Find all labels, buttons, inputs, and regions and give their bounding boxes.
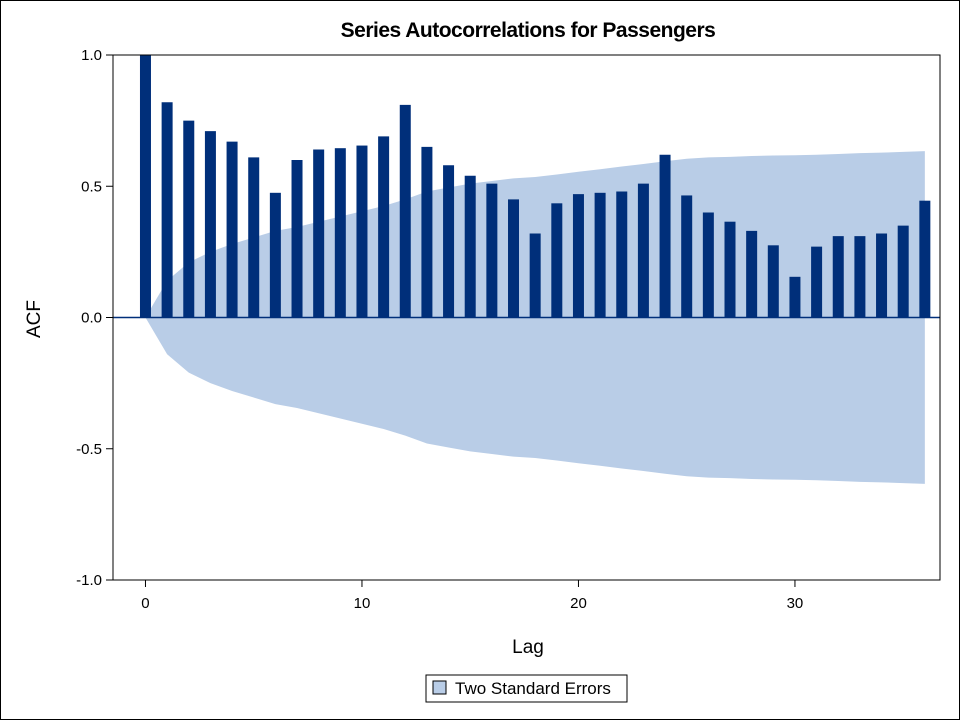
- x-tick-label: 30: [787, 595, 804, 612]
- acf-bar-lag-0: [139, 55, 151, 318]
- acf-bar-lag-14: [443, 165, 455, 318]
- acf-bar-lag-13: [421, 146, 433, 318]
- acf-bar-lag-2: [183, 120, 195, 318]
- bar-layer: [139, 55, 931, 318]
- acf-bar-lag-36: [919, 200, 931, 318]
- acf-bar-lag-6: [269, 192, 281, 318]
- y-tick-label: -0.5: [76, 441, 102, 458]
- acf-bar-lag-16: [486, 183, 498, 318]
- y-tick-label: 0.0: [81, 310, 102, 327]
- x-tick-label: 20: [570, 595, 587, 612]
- y-axis-label: ACF: [24, 300, 45, 338]
- acf-bar-lag-28: [746, 230, 758, 318]
- legend-swatch: [432, 680, 447, 695]
- legend: Two Standard Errors: [425, 674, 628, 703]
- acf-bar-lag-4: [226, 141, 238, 318]
- acf-bar-lag-35: [897, 225, 909, 318]
- acf-bar-lag-1: [161, 102, 173, 318]
- legend-box: [425, 674, 628, 703]
- acf-bar-lag-20: [572, 194, 584, 318]
- acf-bar-lag-9: [334, 148, 346, 318]
- acf-bar-lag-25: [681, 195, 693, 318]
- acf-bar-lag-10: [356, 145, 368, 318]
- chart-title: Series Autocorrelations for Passengers: [341, 19, 716, 42]
- acf-bar-lag-30: [789, 276, 801, 318]
- y-tick-label: -1.0: [76, 572, 102, 589]
- acf-bar-lag-11: [378, 136, 390, 318]
- acf-bar-lag-22: [616, 191, 628, 318]
- x-axis: 0 10 20 30: [141, 580, 803, 612]
- acf-bar-lag-21: [594, 192, 606, 318]
- acf-bar-lag-5: [248, 157, 260, 318]
- acf-bar-lag-12: [399, 104, 411, 318]
- acf-bar-lag-17: [508, 199, 520, 318]
- acf-bar-lag-15: [464, 175, 476, 318]
- acf-bar-lag-29: [767, 245, 779, 318]
- acf-bar-lag-7: [291, 160, 303, 318]
- x-axis-label: Lag: [512, 637, 544, 658]
- acf-bar-lag-24: [659, 154, 671, 318]
- acf-bar-lag-34: [876, 233, 888, 318]
- acf-bar-lag-31: [811, 246, 823, 318]
- x-tick-label: 0: [141, 595, 149, 612]
- y-tick-label: 1.0: [81, 47, 102, 64]
- acf-bar-lag-8: [313, 149, 325, 318]
- y-axis: -1.0 -0.5 0.0 0.5 1.0: [76, 47, 113, 589]
- acf-bar-lag-23: [637, 183, 649, 318]
- acf-bar-lag-18: [529, 233, 541, 318]
- acf-bar-lag-19: [551, 203, 563, 318]
- acf-bar-lag-27: [724, 221, 736, 318]
- y-tick-label: 0.5: [81, 178, 102, 195]
- x-tick-label: 10: [354, 595, 371, 612]
- acf-bar-lag-33: [854, 236, 866, 318]
- acf-bar-lag-32: [832, 236, 844, 318]
- acf-bar-lag-3: [204, 131, 216, 318]
- legend-item-label: Two Standard Errors: [455, 679, 611, 698]
- acf-bar-lag-26: [702, 212, 714, 318]
